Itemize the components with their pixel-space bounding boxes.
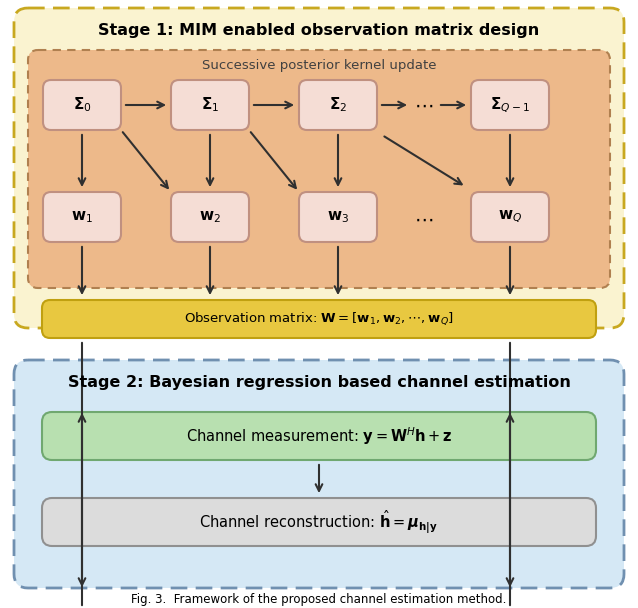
FancyBboxPatch shape xyxy=(171,192,249,242)
FancyBboxPatch shape xyxy=(42,498,596,546)
Text: $\boldsymbol{\Sigma}_0$: $\boldsymbol{\Sigma}_0$ xyxy=(73,95,91,114)
Text: Fig. 3.  Framework of the proposed channel estimation method.: Fig. 3. Framework of the proposed channe… xyxy=(131,593,507,607)
FancyBboxPatch shape xyxy=(43,192,121,242)
FancyBboxPatch shape xyxy=(171,80,249,130)
FancyBboxPatch shape xyxy=(43,80,121,130)
Text: $\mathbf{w}_Q$: $\mathbf{w}_Q$ xyxy=(498,209,522,225)
Text: $\boldsymbol{\Sigma}_1$: $\boldsymbol{\Sigma}_1$ xyxy=(201,95,219,114)
Text: Stage 2: Bayesian regression based channel estimation: Stage 2: Bayesian regression based chann… xyxy=(68,375,570,390)
Text: Successive posterior kernel update: Successive posterior kernel update xyxy=(202,60,436,72)
Text: $\mathbf{w}_2$: $\mathbf{w}_2$ xyxy=(199,209,221,225)
Text: $\cdots$: $\cdots$ xyxy=(414,210,434,229)
FancyBboxPatch shape xyxy=(28,50,610,288)
FancyBboxPatch shape xyxy=(14,8,624,328)
FancyBboxPatch shape xyxy=(14,360,624,588)
Text: $\boldsymbol{\Sigma}_2$: $\boldsymbol{\Sigma}_2$ xyxy=(329,95,347,114)
Text: $\boldsymbol{\Sigma}_{Q-1}$: $\boldsymbol{\Sigma}_{Q-1}$ xyxy=(490,95,530,115)
FancyBboxPatch shape xyxy=(42,412,596,460)
Text: Channel reconstruction: $\hat{\mathbf{h}} = \boldsymbol{\mu}_{\mathbf{h|y}}$: Channel reconstruction: $\hat{\mathbf{h}… xyxy=(200,508,438,536)
Text: Channel measurement: $\mathbf{y} = \mathbf{W}^H\mathbf{h} + \mathbf{z}$: Channel measurement: $\mathbf{y} = \math… xyxy=(186,425,452,447)
Text: Observation matrix: $\mathbf{W} = [\mathbf{w}_1, \mathbf{w}_2, \cdots, \mathbf{w: Observation matrix: $\mathbf{W} = [\math… xyxy=(184,311,454,327)
FancyBboxPatch shape xyxy=(42,300,596,338)
Text: $\mathbf{w}_3$: $\mathbf{w}_3$ xyxy=(327,209,349,225)
Text: $\mathbf{w}_1$: $\mathbf{w}_1$ xyxy=(71,209,93,225)
FancyBboxPatch shape xyxy=(299,192,377,242)
FancyBboxPatch shape xyxy=(471,192,549,242)
Text: Stage 1: MIM enabled observation matrix design: Stage 1: MIM enabled observation matrix … xyxy=(98,22,540,38)
Text: $\cdots$: $\cdots$ xyxy=(414,95,434,114)
FancyBboxPatch shape xyxy=(471,80,549,130)
FancyBboxPatch shape xyxy=(299,80,377,130)
